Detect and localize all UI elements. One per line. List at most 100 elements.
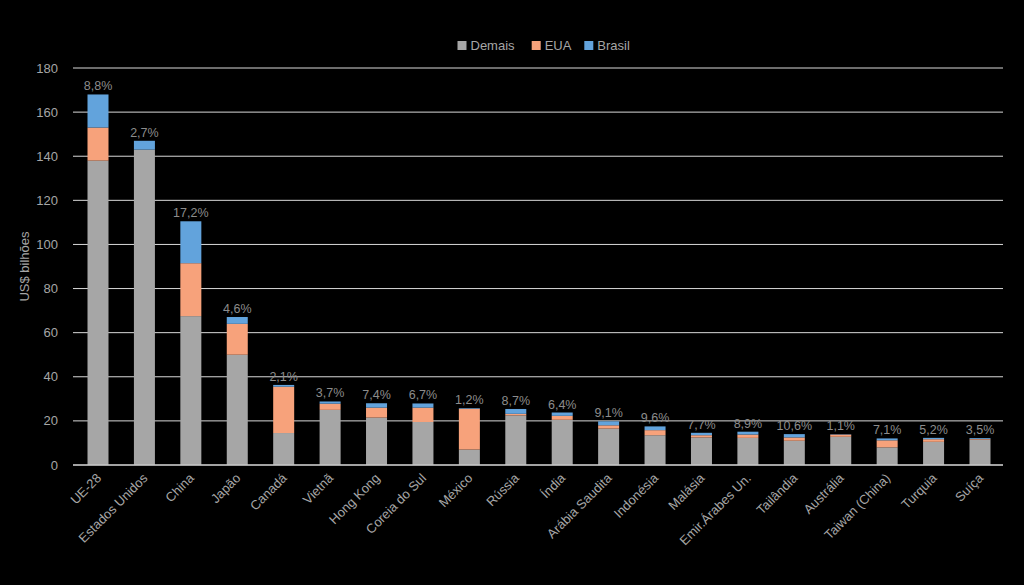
share-label: 4,6% — [223, 302, 252, 316]
bar-segment — [552, 416, 573, 420]
bar-segment — [970, 440, 991, 465]
grid-line — [73, 156, 1003, 157]
chart: 020406080100120140160180US$ bilhões8,8%2… — [0, 0, 1024, 585]
x-tick-label: Canadá — [247, 470, 290, 513]
y-tick-label: 180 — [36, 61, 58, 76]
x-tick-label: Austrália — [800, 470, 847, 517]
legend-swatch — [532, 41, 541, 50]
bar-segment — [273, 387, 294, 433]
x-axis-line — [73, 465, 1003, 466]
grid — [73, 68, 1003, 465]
y-tick-label: 40 — [44, 369, 58, 384]
grid-line — [73, 465, 1003, 466]
share-label: 17,2% — [173, 206, 208, 220]
bar-segment — [227, 317, 248, 324]
x-tick-label: Tailândia — [754, 470, 801, 517]
share-label: 5,2% — [919, 423, 948, 437]
bar-segment — [737, 432, 758, 435]
bar-segment — [970, 438, 991, 440]
y-tick-label: 140 — [36, 149, 58, 164]
bar-segment — [598, 429, 619, 465]
share-label: 8,7% — [502, 394, 531, 408]
legend-label: Demais — [471, 38, 516, 53]
bar-segment — [552, 413, 573, 416]
background — [0, 0, 1024, 585]
bar-segment — [645, 435, 666, 465]
bar-segment — [88, 161, 109, 465]
x-tick-label: Emir.Árabes Un. — [676, 471, 754, 549]
legend-swatch — [584, 41, 593, 50]
x-tick-label: Estados Unidos — [76, 470, 151, 545]
x-tick-label: Taiwan (China) — [821, 471, 893, 543]
bar-segment — [830, 434, 851, 435]
bar-segment — [691, 433, 712, 435]
y-tick-label: 0 — [51, 458, 58, 473]
share-label: 7,7% — [687, 418, 716, 432]
share-label: 3,7% — [316, 386, 345, 400]
y-tick-label: 20 — [44, 413, 58, 428]
bar-segment — [645, 430, 666, 435]
bar-segment — [877, 440, 898, 447]
share-label: 6,7% — [409, 388, 438, 402]
x-tick-label: Indonésia — [611, 470, 662, 521]
y-tick-label: 80 — [44, 281, 58, 296]
bar-segment — [180, 263, 201, 316]
y-tick-label: 60 — [44, 325, 58, 340]
x-tick-label: México — [436, 471, 476, 511]
bar-segment — [505, 409, 526, 414]
x-tick-label: Coreia do Sul — [363, 470, 429, 536]
share-label: 2,7% — [130, 126, 159, 140]
bar-segment — [598, 425, 619, 428]
y-tick-label: 160 — [36, 105, 58, 120]
bar-segment — [691, 435, 712, 437]
x-tick-label: UE-28 — [67, 471, 104, 508]
bar-segment — [366, 403, 387, 407]
bar-segment — [459, 408, 480, 410]
bar-segment — [598, 421, 619, 425]
bars — [88, 94, 991, 465]
share-label: 1,2% — [455, 393, 484, 407]
bar-segment — [366, 408, 387, 418]
bar-segment — [923, 438, 944, 439]
bar-segment — [645, 426, 666, 430]
bar-segment — [88, 128, 109, 161]
bar-segment — [830, 435, 851, 437]
bar-segment — [227, 324, 248, 355]
bar-segment — [459, 409, 480, 450]
x-tick-label: Arábia Saudita — [544, 470, 615, 541]
share-label: 6,4% — [548, 398, 577, 412]
x-tick-label: Índia — [538, 470, 569, 501]
bar-segment — [273, 433, 294, 465]
bar-segment — [691, 437, 712, 465]
x-tick-label: Suíça — [952, 470, 987, 505]
x-tick-label: Japão — [208, 471, 244, 507]
bar-segment — [552, 420, 573, 465]
x-tick-label: China — [162, 470, 197, 505]
bar-segment — [923, 439, 944, 442]
bar-segment — [412, 408, 433, 422]
share-label: 8,8% — [84, 79, 113, 93]
share-label: 9,1% — [594, 406, 623, 420]
bar-segment — [877, 447, 898, 465]
bar-segment — [273, 385, 294, 387]
grid-line — [73, 376, 1003, 377]
share-label: 10,6% — [777, 419, 812, 433]
bar-segment — [459, 450, 480, 465]
legend-swatch — [458, 41, 467, 50]
bar-segment — [180, 316, 201, 465]
grid-line — [73, 244, 1003, 245]
bar-segment — [88, 94, 109, 127]
share-label: 2,1% — [269, 370, 298, 384]
y-axis-label: US$ bilhões — [17, 231, 32, 302]
share-label: 9,6% — [641, 411, 670, 425]
y-tick-label: 100 — [36, 237, 58, 252]
grid-line — [73, 68, 1003, 69]
bar-segment — [784, 434, 805, 437]
x-tick-label: Rússia — [483, 470, 522, 509]
bar-segment — [180, 221, 201, 263]
bar-segment — [505, 414, 526, 416]
bar-segment — [134, 141, 155, 150]
bar-segment — [830, 437, 851, 465]
bar-segment — [320, 404, 341, 410]
legend-label: EUA — [545, 38, 572, 53]
